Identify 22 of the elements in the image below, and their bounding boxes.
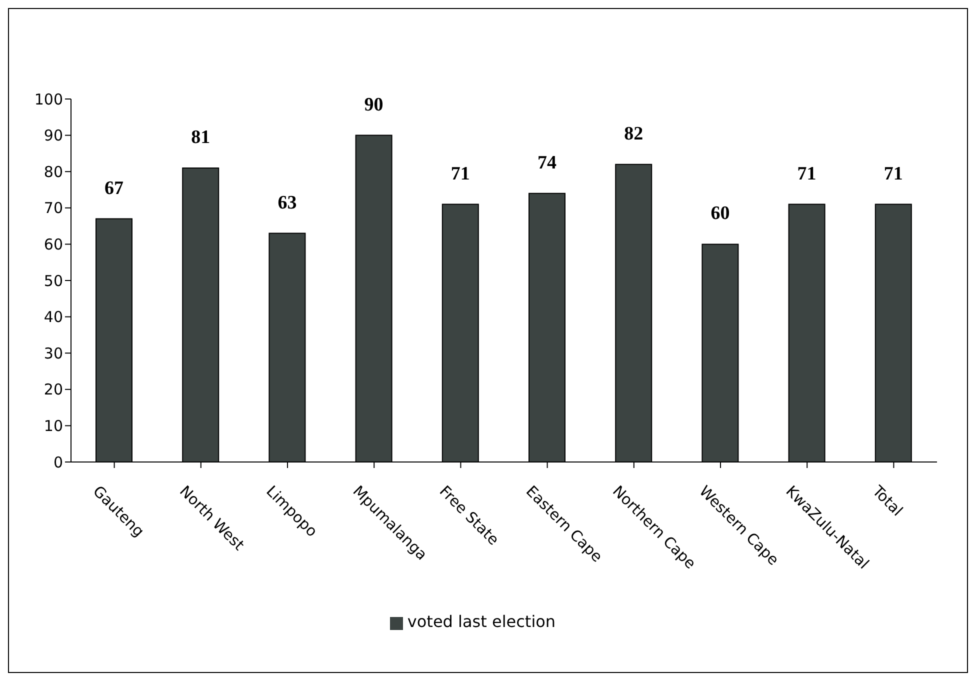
data-label: 90	[364, 94, 384, 116]
data-label: 71	[797, 163, 816, 184]
y-tick-label: 20	[44, 380, 63, 399]
data-label: 81	[191, 126, 210, 148]
y-tick-label: 0	[53, 453, 63, 472]
legend-label: voted last election	[407, 612, 556, 631]
y-tick-label: 50	[44, 272, 63, 290]
data-label: 74	[538, 152, 557, 174]
data-label: 60	[710, 203, 730, 224]
data-label: 67	[104, 178, 124, 199]
data-label: 63	[278, 192, 297, 214]
y-tick-label: 70	[44, 199, 63, 218]
data-label: 82	[624, 123, 644, 144]
y-tick-label: 30	[44, 344, 63, 362]
y-tick-label: 60	[44, 236, 63, 254]
y-tick-label: 40	[44, 308, 63, 326]
y-tick-label: 10	[44, 417, 63, 436]
data-label: 71	[884, 163, 903, 184]
y-tick-label: 100	[34, 90, 63, 108]
data-label: 71	[450, 163, 470, 184]
y-tick-label: 80	[44, 162, 63, 181]
y-tick-label: 90	[44, 126, 63, 145]
